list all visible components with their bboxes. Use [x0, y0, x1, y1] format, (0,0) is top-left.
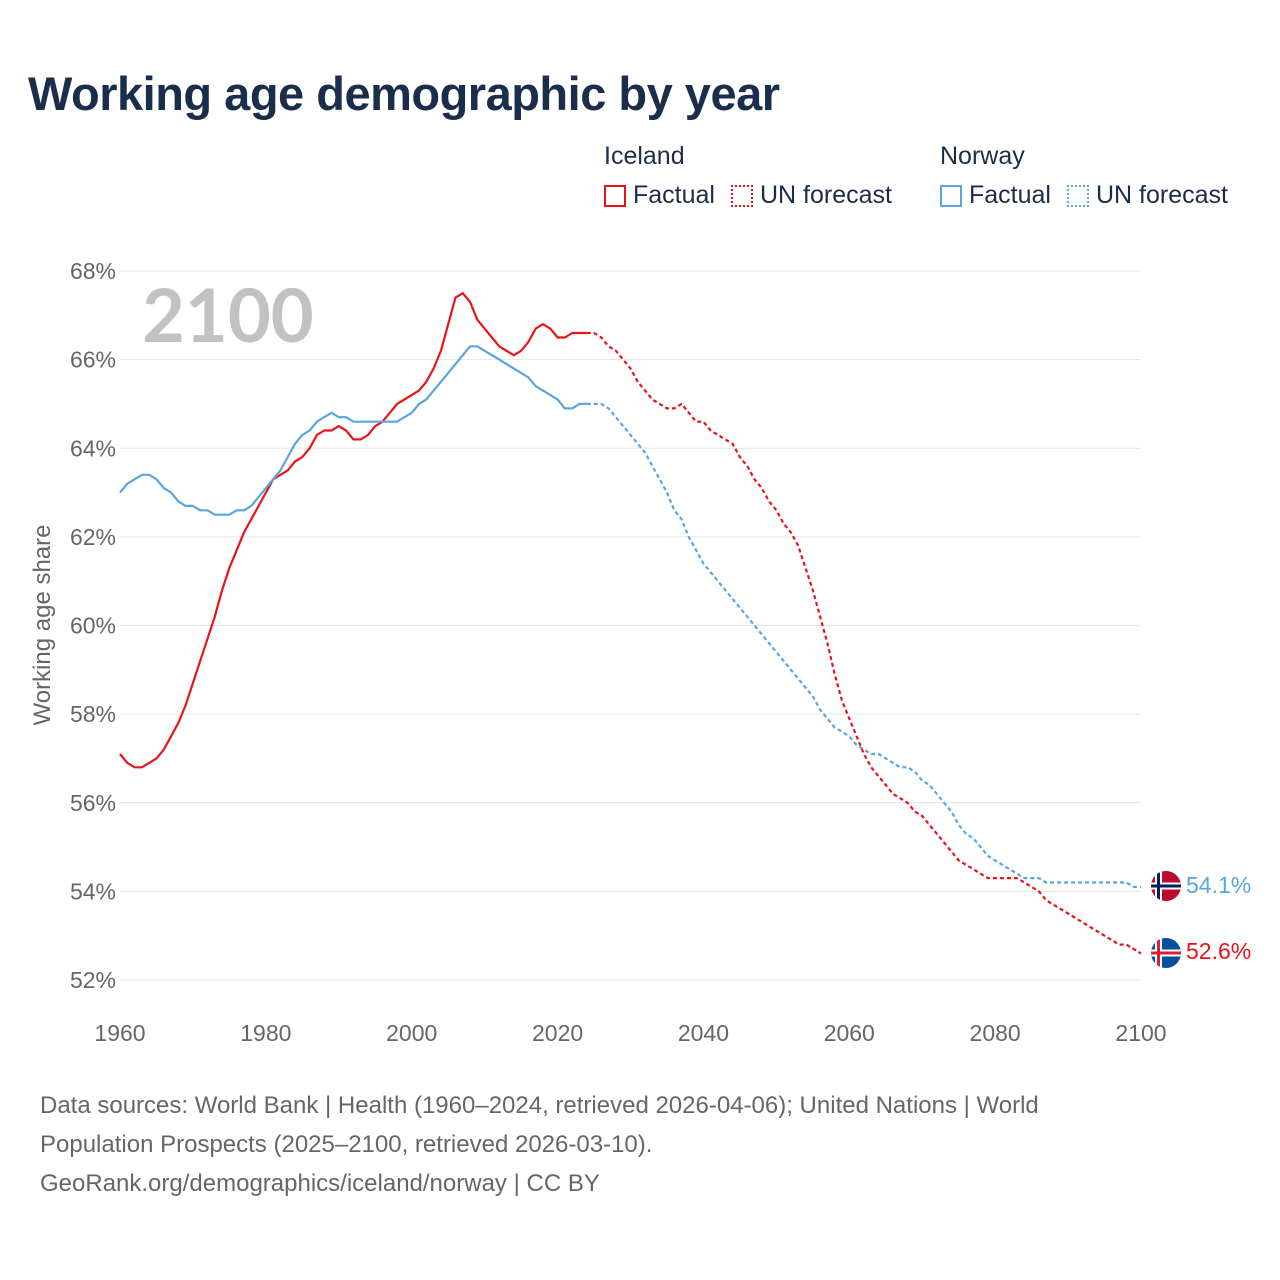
y-tick-label: 66% [70, 347, 116, 373]
legend-iceland-heading: Iceland [604, 142, 685, 170]
x-tick-label: 2100 [1115, 1020, 1166, 1046]
y-tick-label: 52% [70, 967, 116, 993]
footer-line-2: Population Prospects (2025–2100, retriev… [40, 1131, 653, 1158]
footer-line-1: Data sources: World Bank | Health (1960–… [40, 1092, 1039, 1119]
iceland-end-label: 52.6% [1186, 938, 1251, 964]
iceland-forecast-swatch [730, 184, 753, 207]
x-tick-label: 2080 [970, 1020, 1021, 1046]
legend-iceland-forecast[interactable]: UN forecast [730, 181, 892, 210]
legend-norway-factual[interactable]: Factual [940, 181, 1051, 210]
footer-sources: Data sources: World Bank | Health (1960–… [40, 1086, 1240, 1203]
x-tick-label: 2020 [532, 1020, 583, 1046]
iceland-forecast-line [586, 331, 1142, 955]
legend-iceland-factual[interactable]: Factual [604, 181, 715, 210]
footer-line-3: GeoRank.org/demographics/iceland/norway … [40, 1170, 600, 1197]
year-watermark: 2100 [142, 269, 314, 358]
y-axis-title: Working age share [29, 525, 56, 726]
norway-end-label: 54.1% [1186, 872, 1251, 898]
legend-norway-forecast-label: UN forecast [1095, 181, 1228, 209]
y-tick-label: 54% [70, 878, 116, 904]
y-tick-label: 58% [70, 701, 116, 727]
x-tick-label: 1960 [94, 1020, 145, 1046]
iceland-factual-line [119, 292, 587, 769]
norway-forecast-line [586, 402, 1141, 888]
legend-iceland-factual-label: Factual [633, 181, 715, 209]
norway-forecast-swatch [1066, 184, 1089, 207]
y-tick-label: 60% [70, 613, 116, 639]
legend-norway-forecast[interactable]: UN forecast [1066, 181, 1228, 210]
flag-norway-icon [1151, 871, 1181, 901]
chart-title: Working age demographic by year [28, 67, 780, 120]
y-tick-label: 56% [70, 790, 116, 816]
norway-factual-line [119, 345, 587, 516]
y-tick-label: 68% [70, 258, 116, 284]
iceland-factual-swatch [604, 184, 626, 207]
y-tick-label: 64% [70, 435, 116, 461]
legend-iceland-forecast-label: UN forecast [759, 181, 892, 209]
norway-factual-swatch [940, 184, 962, 207]
line-chart: 52% 54% 56% 58% 60% 62% 64% 66% 68% 1960 1980 2000 2… [29, 258, 1251, 1046]
legend-norway-heading: Norway [940, 142, 1025, 170]
x-tick-label: 2060 [824, 1020, 875, 1046]
legend-norway: Norway Factual UN forecast [940, 142, 1228, 210]
legend-norway-factual-label: Factual [969, 181, 1051, 209]
x-tick-label: 1980 [240, 1020, 291, 1046]
legend-iceland: Iceland Factual UN forecast [604, 142, 908, 210]
flag-iceland-icon [1151, 938, 1181, 968]
x-tick-label: 2000 [386, 1020, 437, 1046]
x-tick-label: 2040 [678, 1020, 729, 1046]
y-tick-label: 62% [70, 524, 116, 550]
